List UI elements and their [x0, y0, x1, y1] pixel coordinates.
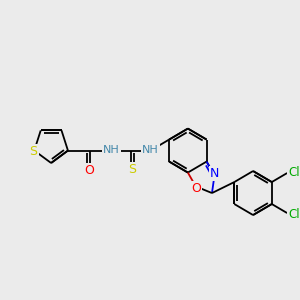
Text: NH: NH: [103, 145, 120, 154]
Text: S: S: [30, 145, 37, 158]
Text: N: N: [210, 167, 219, 180]
Text: Cl: Cl: [288, 166, 300, 178]
Text: S: S: [128, 163, 136, 176]
Text: S: S: [29, 145, 37, 158]
Text: NH: NH: [142, 145, 159, 154]
Text: O: O: [191, 182, 201, 195]
Text: O: O: [85, 164, 94, 177]
Text: Cl: Cl: [288, 208, 300, 220]
